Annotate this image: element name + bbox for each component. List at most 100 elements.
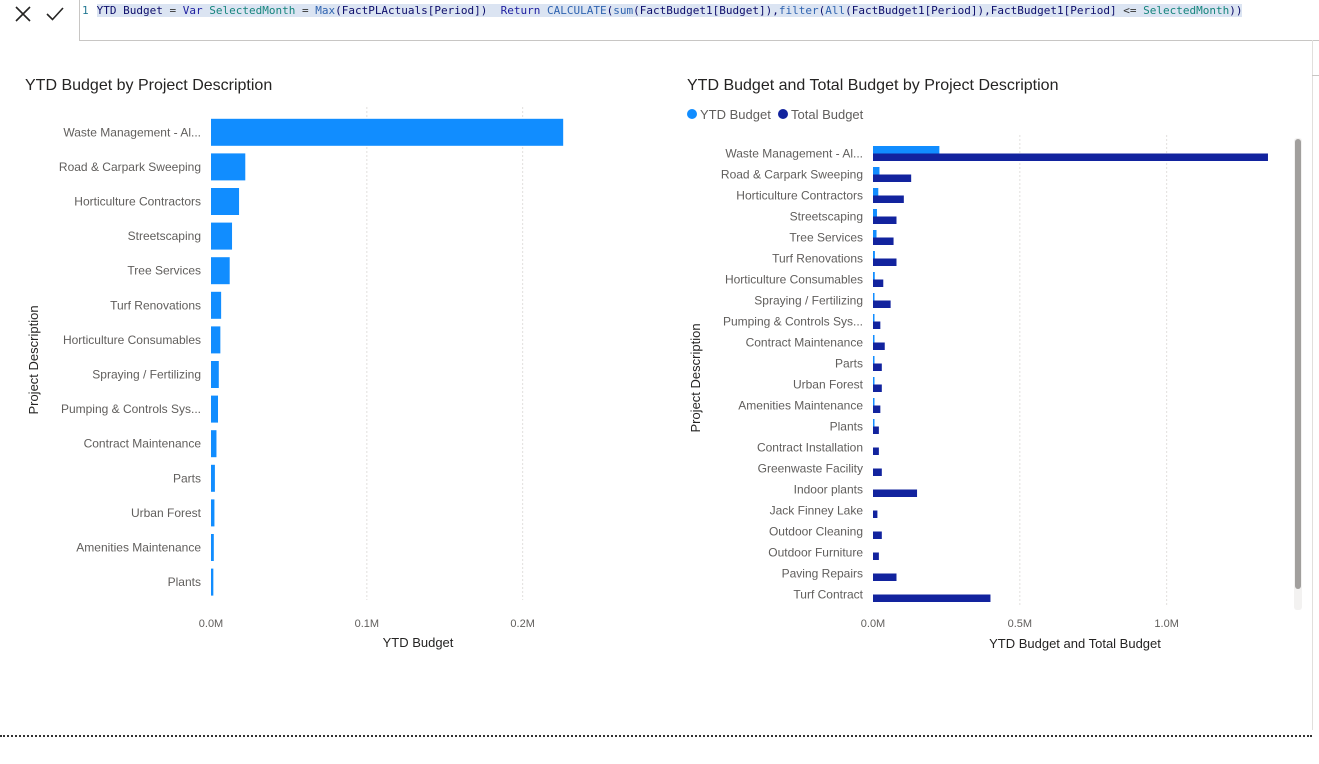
category-label: Road & Carpark Sweeping (721, 168, 863, 182)
bar (211, 188, 240, 215)
bar (873, 573, 897, 581)
bar (211, 568, 214, 596)
cancel-formula-button[interactable] (6, 2, 40, 26)
bar (873, 510, 878, 518)
category-label: Outdoor Furniture (768, 546, 863, 560)
category-label: Horticulture Contractors (736, 189, 863, 203)
formula-bar: 1 YTD Budget = Var SelectedMonth = Max(Fa… (0, 0, 1319, 42)
x-tick-label: 1.0M (1154, 618, 1178, 630)
bar (211, 222, 233, 250)
bar (873, 167, 880, 175)
formula-token: YTD Budget (96, 4, 163, 17)
bar (211, 118, 564, 146)
formula-token: ( (606, 4, 614, 17)
bar (873, 419, 875, 427)
category-label: Paving Repairs (782, 567, 863, 581)
x-tick-label: 0.2M (510, 618, 534, 630)
formula-bar-divider (79, 0, 80, 40)
bar (873, 251, 875, 259)
category-label: Horticulture Consumables (63, 333, 201, 347)
category-label: Amenities Maintenance (738, 399, 863, 413)
close-icon (15, 6, 31, 22)
bar (873, 153, 1268, 161)
category-label: Urban Forest (793, 378, 864, 392)
ytd-budget-chart[interactable]: YTD Budget by Project Description 0.0M 0.1… (0, 60, 650, 670)
bar (873, 426, 879, 434)
bar (873, 174, 912, 182)
category-label: Parts (835, 357, 863, 371)
category-label: Jack Finney Lake (770, 504, 864, 518)
formula-token: All (825, 4, 846, 17)
bar (211, 361, 219, 388)
dax-formula-editor[interactable]: 1 YTD Budget = Var SelectedMonth = Max(Fa… (82, 3, 1243, 19)
bar (873, 272, 875, 280)
bar (873, 293, 875, 301)
formula-token: Var (182, 4, 203, 17)
formula-token: ( (818, 4, 826, 17)
category-label: Streetscaping (128, 229, 201, 243)
category-label: Amenities Maintenance (76, 541, 201, 555)
category-label: Contract Installation (757, 441, 863, 455)
commit-formula-button[interactable] (38, 2, 72, 26)
formula-token: SelectedMonth (1136, 4, 1230, 17)
x-tick-label: 0.0M (861, 618, 885, 630)
bar (873, 594, 991, 602)
formula-token: SelectedMonth (202, 4, 296, 17)
category-label: Road & Carpark Sweeping (59, 160, 201, 174)
canvas-edge (1312, 40, 1313, 730)
formula-token: <= (1123, 4, 1137, 17)
bar (873, 468, 882, 476)
category-label: Tree Services (127, 264, 201, 278)
formula-token: (FactBudget1[Budget]), (633, 4, 779, 17)
page-bottom-border (0, 735, 1312, 737)
legend-label: Total Budget (791, 107, 864, 122)
bar (211, 257, 230, 285)
bar (873, 363, 882, 371)
bar (873, 188, 879, 196)
category-label: Spraying / Fertilizing (754, 294, 863, 308)
legend-marker (687, 109, 697, 119)
bar (873, 146, 940, 154)
x-axis-title: YTD Budget and Total Budget (989, 636, 1161, 651)
chart-title: YTD Budget by Project Description (25, 77, 272, 94)
y-axis-title: Project Description (26, 305, 41, 414)
bar (873, 237, 894, 245)
category-label: Turf Renovations (772, 252, 863, 266)
category-label: Contract Maintenance (746, 336, 864, 350)
bar (211, 291, 222, 319)
bar (211, 499, 215, 527)
ytd-and-total-budget-chart[interactable]: YTD Budget and Total Budget by Project D… (660, 60, 1312, 670)
bar (873, 209, 877, 217)
formula-token: = (162, 4, 183, 17)
category-label: Plants (830, 420, 863, 434)
bar (873, 531, 882, 539)
bar (873, 314, 875, 322)
category-label: Contract Maintenance (84, 437, 202, 451)
bar (873, 398, 875, 406)
bar (211, 326, 221, 354)
formula-text: YTD Budget = Var SelectedMonth = Max(Fac… (96, 4, 1243, 17)
x-tick-label: 0.0M (199, 618, 223, 630)
category-label: Tree Services (789, 231, 863, 245)
formula-token: = (295, 4, 316, 17)
category-label: Waste Management - Al... (725, 147, 863, 161)
category-label: Parts (173, 471, 201, 485)
formula-token: )) (1229, 4, 1243, 17)
bar (873, 405, 881, 413)
scrollbar-thumb[interactable] (1295, 139, 1301, 589)
bar (211, 534, 214, 561)
bar (873, 335, 875, 343)
category-label: Indoor plants (794, 483, 863, 497)
bar (873, 342, 885, 350)
bar (873, 489, 918, 497)
legend-marker (778, 109, 788, 119)
category-label: Horticulture Contractors (74, 195, 201, 209)
category-label: Urban Forest (131, 506, 202, 520)
formula-token: CALCULATE (540, 4, 607, 17)
bar (873, 356, 875, 364)
category-label: Pumping & Controls Sys... (61, 402, 201, 416)
x-axis-title: YTD Budget (383, 635, 454, 650)
bar (873, 258, 897, 266)
formula-token: (FactBudget1[Period]),FactBudget1[Period… (845, 4, 1124, 17)
x-tick-label: 0.1M (355, 618, 379, 630)
